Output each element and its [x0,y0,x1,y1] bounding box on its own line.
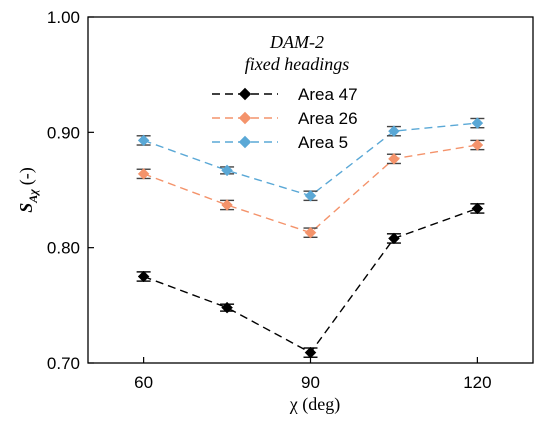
data-point [304,346,317,359]
data-point [304,226,317,239]
legend: DAM-2 fixed headings Area 47 Area 26 Area … [212,32,358,152]
data-point [137,270,150,283]
y-axis-label-sub: Aχ [26,189,40,204]
legend-marker [238,87,252,101]
data-point [471,117,484,129]
x-tick-label-1: 90 [301,373,320,392]
axis-ticks: 60 90 120 0.70 0.80 0.90 1.00 [47,8,492,392]
data-point [221,199,233,211]
x-tick-label-2: 120 [463,373,491,392]
x-axis-label: χ (deg) [289,394,340,415]
legend-marker [238,135,252,149]
legend-entry-area-5: Area 5 [212,133,348,152]
series-area-26 [136,139,485,239]
legend-label: Area 26 [298,109,358,128]
x-tick-label-0: 60 [134,373,153,392]
data-point [388,125,400,138]
data-point [221,164,233,177]
data-point [137,167,150,180]
data-point [388,232,400,245]
legend-entry-area-47: Area 47 [212,85,358,104]
y-axis-label-main: S [16,203,36,213]
legend-label: Area 5 [298,133,348,152]
legend-title-line-2: fixed headings [245,54,349,74]
data-point [304,189,317,202]
y-axis-label: SAχ (-) [16,167,40,213]
data-point [137,134,150,147]
series-area-5 [136,117,485,202]
legend-label: Area 47 [298,85,358,104]
data-point [471,139,484,151]
legend-entry-area-26: Area 26 [212,109,358,128]
data-point [221,301,233,314]
series-layer [136,117,485,359]
data-point [388,153,400,165]
y-tick-label-1: 0.80 [47,239,80,258]
y-tick-label-3: 1.00 [47,8,80,27]
y-tick-label-0: 0.70 [47,354,80,373]
series-area-47 [136,202,485,359]
legend-marker [238,111,252,125]
data-point [471,202,484,215]
legend-title-line-1: DAM-2 [269,32,324,52]
y-tick-label-2: 0.90 [47,123,80,142]
y-axis-label-suffix: (-) [16,167,37,185]
